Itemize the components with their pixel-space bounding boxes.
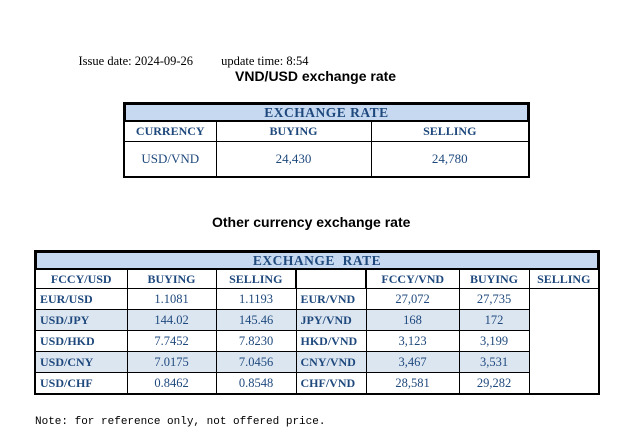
other-currency-rate-table: EXCHANGE RATE FCCY/USD BUYING SELLING FC…	[34, 250, 601, 395]
table-band-cell: EXCHANGE RATE	[123, 102, 530, 122]
rate-value-cell: 3,467	[365, 351, 460, 373]
currency-pair-cell: USD/CHF	[34, 372, 128, 395]
col-header-buying: BUYING	[215, 121, 372, 142]
rate-value-cell: 7.8230	[215, 330, 297, 352]
footer-note: Note: for reference only, not offered pr…	[35, 416, 326, 428]
currency-pair-cell: CHF/VND	[295, 372, 367, 395]
currency-pair-cell: EUR/VND	[295, 288, 367, 310]
rate-value-cell: 0.8548	[215, 372, 297, 395]
currency-pair-cell: HKD/VND	[295, 330, 367, 352]
exchange-rate-band-label: EXCHANGE RATE	[125, 104, 528, 121]
col-header-selling-right: SELLING	[528, 269, 600, 289]
currency-pair-cell: EUR/USD	[34, 288, 128, 310]
table-row: USD/HKD 7.7452 7.8230 HKD/VND 3,123 3,199	[34, 330, 599, 352]
rate-value-cell: USD/VND	[123, 141, 217, 178]
other-table-head: EXCHANGE RATE FCCY/USD BUYING SELLING FC…	[34, 250, 600, 289]
currency-pair-cell: USD/HKD	[34, 330, 128, 352]
usd-vnd-rate-table: EXCHANGE RATE CURRENCY BUYING SELLING US…	[123, 102, 530, 178]
col-header-currency: CURRENCY	[123, 121, 217, 142]
rate-value-cell: 29,282	[458, 372, 530, 395]
rate-value-cell: 0.8462	[126, 372, 217, 395]
col-header-buying-right: BUYING	[458, 269, 530, 289]
usd-table-body: USD/VND 24,430 24,780	[123, 141, 530, 178]
rate-value-cell: 28,581	[365, 372, 460, 395]
band-row: EXCHANGE RATE	[123, 102, 530, 122]
col-header-selling-left: SELLING	[215, 269, 297, 289]
column-header-row: CURRENCY BUYING SELLING	[123, 121, 530, 142]
meta-line: Issue date: 2024-09-26 update time: 8:54	[66, 39, 309, 84]
usd-table-title: VND/USD exchange rate	[235, 68, 397, 84]
rate-value-cell: 7.7452	[126, 330, 217, 352]
issue-date-text: Issue date: 2024-09-26	[78, 54, 194, 68]
table-row: EUR/USD 1.1081 1.1193 EUR/VND 27,072 27,735	[34, 288, 599, 310]
rate-value-cell: 1.1081	[126, 288, 217, 310]
band-row: EXCHANGE RATE	[34, 250, 600, 270]
usd-table-head: EXCHANGE RATE CURRENCY BUYING SELLING	[123, 102, 530, 142]
col-header-fccy-usd: FCCY/USD	[34, 269, 128, 289]
rate-value-cell: 168	[365, 309, 460, 331]
rate-value-cell: 27,072	[365, 288, 460, 310]
rate-value-cell: 7.0175	[126, 351, 217, 373]
currency-pair-cell: USD/CNY	[34, 351, 128, 373]
rate-value-cell: 24,780	[370, 141, 530, 178]
currency-pair-cell: JPY/VND	[295, 309, 367, 331]
spacer-column	[295, 269, 367, 289]
rate-value-cell: 3,123	[365, 330, 460, 352]
rate-value-cell: 7.0456	[215, 351, 297, 373]
rate-value-cell: 27,735	[458, 288, 530, 310]
col-header-fccy-vnd: FCCY/VND	[365, 269, 460, 289]
col-header-selling: SELLING	[370, 121, 530, 142]
table-row: USD/JPY 144.02 145.46 JPY/VND 168 172	[34, 309, 599, 331]
table-row: USD/CNY 7.0175 7.0456 CNY/VND 3,467 3,531	[34, 351, 599, 373]
rate-value-cell: 172	[458, 309, 530, 331]
table-band-cell: EXCHANGE RATE	[34, 250, 600, 270]
col-header-buying-left: BUYING	[126, 269, 217, 289]
rate-value-cell: 3,531	[458, 351, 530, 373]
other-table-title: Other currency exchange rate	[212, 214, 411, 230]
column-header-row: FCCY/USD BUYING SELLING FCCY/VND BUYING …	[34, 269, 600, 289]
table-row: USD/VND 24,430 24,780	[123, 141, 530, 178]
update-time-text: update time: 8:54	[221, 54, 309, 68]
rate-value-cell: 24,430	[215, 141, 372, 178]
other-table-body: EUR/USD 1.1081 1.1193 EUR/VND 27,072 27,735 US…	[34, 288, 599, 395]
currency-pair-cell: CNY/VND	[295, 351, 367, 373]
table-row: USD/CHF 0.8462 0.8548 CHF/VND 28,581 29,282	[34, 372, 599, 395]
exchange-rate-band-label: EXCHANGE RATE	[36, 252, 599, 269]
rate-value-cell: 144.02	[126, 309, 217, 331]
rate-value-cell: 1.1193	[215, 288, 297, 310]
rate-value-cell: 145.46	[215, 309, 297, 331]
currency-pair-cell: USD/JPY	[34, 309, 128, 331]
rate-value-cell: 3,199	[458, 330, 530, 352]
